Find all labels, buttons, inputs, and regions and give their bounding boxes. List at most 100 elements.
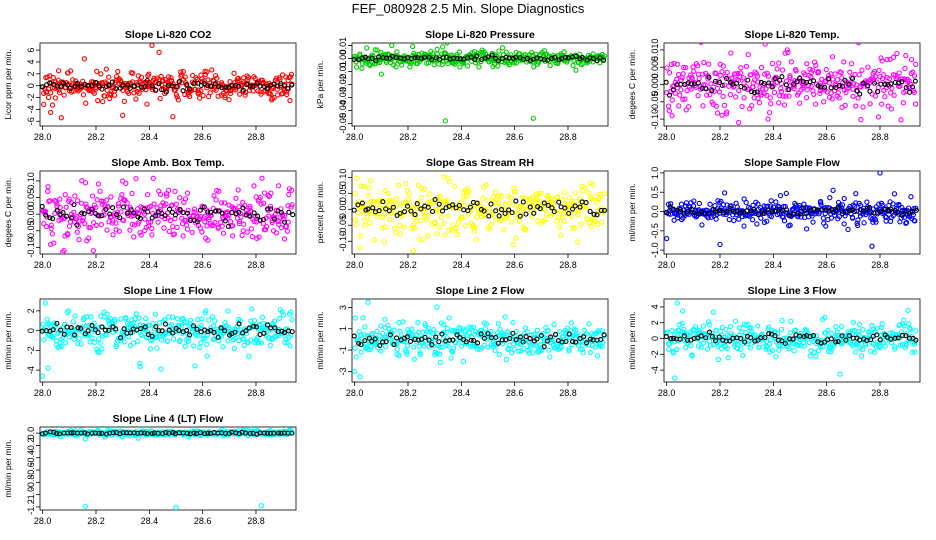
data-point	[862, 342, 869, 348]
data-point	[886, 76, 893, 82]
data-point	[51, 240, 57, 246]
reference-point	[138, 325, 144, 332]
data-point	[830, 187, 836, 193]
data-point	[769, 347, 776, 354]
reference-point	[85, 431, 91, 437]
data-point	[184, 226, 191, 232]
reference-point	[247, 213, 253, 219]
y-tick-label: -0.8	[26, 475, 36, 491]
data-point	[723, 111, 730, 117]
reference-point	[706, 329, 713, 335]
data-point	[242, 92, 248, 98]
y-tick-label: -1	[338, 346, 348, 354]
data-point	[664, 330, 670, 337]
data-point	[779, 317, 785, 324]
data-point	[804, 61, 810, 67]
data-point	[418, 185, 425, 192]
data-point	[78, 341, 84, 347]
reference-point	[895, 335, 901, 341]
reference-point	[426, 337, 432, 343]
data-point	[417, 351, 423, 358]
reference-point	[457, 56, 464, 62]
data-point	[119, 192, 125, 198]
data-point	[813, 333, 819, 339]
data-point	[839, 202, 846, 208]
data-point	[590, 181, 596, 188]
data-point	[601, 191, 608, 197]
data-point	[811, 91, 817, 97]
data-point	[681, 326, 687, 332]
y-tick-label: -0.10	[338, 231, 348, 252]
data-point	[688, 343, 694, 349]
data-point	[271, 214, 278, 220]
reference-point	[218, 325, 224, 331]
data-point	[724, 345, 731, 352]
data-point	[63, 204, 69, 210]
data-point	[112, 318, 118, 324]
reference-point	[54, 430, 60, 436]
data-point	[796, 336, 803, 342]
data-point	[668, 61, 675, 67]
data-point	[912, 349, 918, 355]
data-point	[186, 335, 192, 342]
outlier-point	[45, 365, 51, 371]
reference-point	[810, 332, 817, 339]
x-tick-label: 28.8	[559, 388, 577, 398]
data-point	[147, 346, 154, 352]
reference-point	[664, 334, 669, 340]
reference-point	[882, 81, 888, 88]
data-point	[65, 232, 71, 238]
reference-point	[114, 212, 120, 218]
data-point	[448, 355, 454, 361]
reference-point	[117, 215, 123, 221]
data-point	[498, 193, 505, 199]
data-point	[718, 345, 725, 352]
data-point	[884, 56, 890, 63]
data-point	[397, 231, 403, 237]
data-point	[173, 201, 179, 207]
data-point	[733, 94, 739, 100]
reference-point	[412, 336, 418, 343]
data-point	[780, 93, 786, 99]
data-point	[262, 227, 269, 233]
reference-point	[177, 78, 183, 85]
data-point	[707, 342, 714, 348]
data-point	[786, 346, 793, 352]
reference-point	[173, 84, 179, 90]
data-point	[852, 208, 858, 215]
data-point	[503, 356, 509, 363]
data-point	[781, 218, 788, 224]
data-point	[403, 180, 409, 187]
x-tick-label: 28.8	[247, 388, 265, 398]
reference-point	[849, 75, 856, 81]
data-point	[706, 321, 712, 328]
reference-point	[377, 342, 383, 349]
reference-point	[912, 78, 918, 84]
reference-point	[232, 329, 238, 335]
reference-point	[579, 54, 585, 60]
data-point	[594, 353, 601, 359]
data-point	[172, 188, 178, 195]
data-point	[855, 217, 861, 223]
reference-point	[478, 331, 484, 337]
x-tick-label: 28.0	[346, 388, 364, 398]
reference-point	[748, 89, 755, 95]
data-point	[836, 333, 842, 339]
reference-point	[290, 212, 296, 218]
data-point	[374, 47, 380, 53]
data-point	[273, 230, 279, 236]
data-point	[713, 327, 719, 333]
reference-point	[222, 328, 228, 334]
data-point	[368, 199, 374, 205]
data-point	[257, 194, 263, 201]
data-point	[774, 66, 780, 72]
reference-point	[485, 54, 491, 60]
reference-point	[163, 89, 169, 95]
reference-point	[184, 210, 190, 216]
reference-point	[264, 206, 271, 212]
data-point	[828, 349, 834, 355]
data-point	[556, 224, 562, 230]
data-point	[666, 346, 672, 352]
y-tick-label: -0.03	[338, 87, 348, 108]
